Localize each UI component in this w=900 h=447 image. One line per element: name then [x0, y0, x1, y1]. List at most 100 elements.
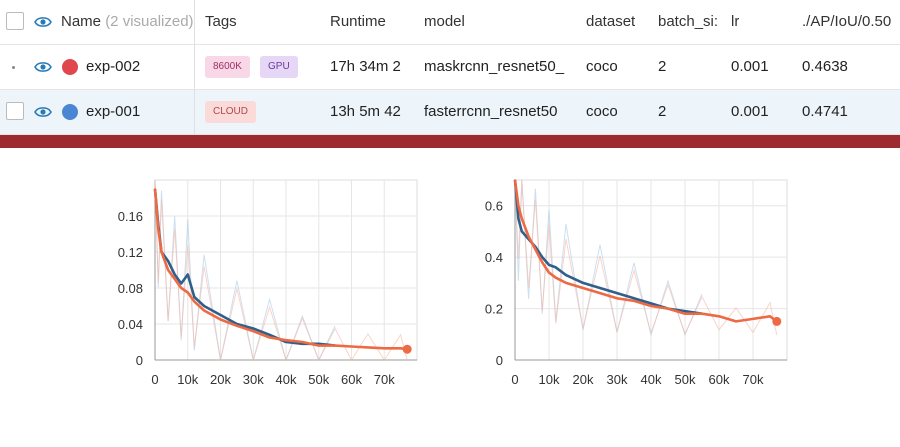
- x-tick-label: 30k: [607, 372, 628, 387]
- x-tick-label: 40k: [276, 372, 297, 387]
- batch-size-cell: 2: [658, 103, 667, 120]
- x-tick-label: 20k: [210, 372, 231, 387]
- series-line: [513, 179, 778, 323]
- x-tick-label: 60k: [709, 372, 730, 387]
- run-name[interactable]: exp-001: [86, 103, 141, 120]
- data-point: [350, 345, 353, 348]
- data-point: [180, 282, 182, 285]
- metric-cell: 0.4638: [802, 58, 848, 75]
- column-divider[interactable]: [194, 0, 195, 134]
- lr-cell: 0.001: [731, 103, 769, 120]
- name-column-header[interactable]: Name (2 visualized): [61, 0, 194, 44]
- y-tick-label: 0: [496, 353, 503, 368]
- data-point: [301, 341, 304, 343]
- table-header: Name (2 visualized) Tags Runtime model d…: [0, 0, 900, 45]
- run-color-dot[interactable]: [62, 59, 78, 75]
- data-point: [399, 347, 402, 350]
- data-point: [718, 315, 720, 318]
- data-point: [193, 296, 196, 298]
- data-point: [548, 271, 550, 274]
- data-point: [173, 273, 176, 276]
- data-point: [565, 282, 567, 284]
- select-all-checkbox[interactable]: [6, 12, 24, 30]
- data-point: [565, 274, 567, 276]
- x-tick-label: 70k: [374, 372, 395, 387]
- data-point: [616, 292, 618, 294]
- metric-column-header[interactable]: ./AP/IoU/0.50: [802, 13, 892, 30]
- data-point: [548, 264, 550, 266]
- lr-column-header[interactable]: lr: [731, 13, 740, 30]
- y-tick-label: 0.12: [118, 245, 143, 260]
- data-point: [534, 248, 537, 251]
- data-point: [219, 314, 222, 316]
- runtime-cell: 13h 5m 42: [330, 103, 401, 120]
- data-point: [334, 344, 336, 347]
- tag-badge[interactable]: CLOUD: [205, 101, 257, 123]
- data-point: [180, 287, 182, 289]
- data-point: [521, 230, 523, 233]
- data-point: [599, 292, 601, 294]
- x-tick-label: 70k: [743, 372, 764, 387]
- model-cell: maskrcnn_resnet50_: [424, 58, 565, 75]
- data-point: [193, 300, 196, 303]
- runs-table: Name (2 visualized) Tags Runtime model d…: [0, 0, 900, 135]
- data-point: [650, 305, 652, 307]
- tag-badge[interactable]: GPU: [260, 56, 298, 78]
- series-line: [153, 188, 408, 351]
- model-column-header[interactable]: model: [424, 13, 465, 30]
- data-point: [186, 273, 189, 276]
- section-divider-bar: [0, 135, 900, 148]
- batch-size-column-header[interactable]: batch_si:: [658, 13, 719, 30]
- model-cell: fasterrcnn_resnet50: [424, 103, 558, 120]
- data-point: [633, 300, 635, 302]
- row-handle[interactable]: [12, 66, 15, 69]
- metric-cell: 0.4741: [802, 103, 848, 120]
- dataset-column-header[interactable]: dataset: [586, 13, 636, 30]
- lr-cell: 0.001: [731, 58, 769, 75]
- data-point: [268, 334, 271, 336]
- run-name[interactable]: exp-002: [86, 58, 141, 75]
- data-point: [555, 276, 557, 279]
- y-tick-label: 0: [136, 353, 143, 368]
- x-tick-label: 10k: [177, 372, 198, 387]
- x-tick-label: 40k: [641, 372, 662, 387]
- x-tick-label: 10k: [539, 372, 560, 387]
- run-color-dot[interactable]: [62, 104, 78, 120]
- eye-icon[interactable]: [34, 60, 52, 74]
- tags-column-header[interactable]: Tags: [205, 13, 237, 30]
- data-point: [268, 336, 271, 339]
- row-checkbox[interactable]: [6, 102, 24, 120]
- data-point: [167, 260, 169, 262]
- data-point: [541, 261, 543, 264]
- eye-icon[interactable]: [34, 15, 52, 29]
- data-point: [236, 325, 238, 327]
- name-header-label: Name: [61, 13, 102, 30]
- eye-icon[interactable]: [34, 105, 52, 119]
- x-tick-label: 50k: [308, 372, 329, 387]
- data-point: [555, 266, 557, 269]
- x-tick-label: 50k: [675, 372, 696, 387]
- runtime-column-header[interactable]: Runtime: [330, 13, 386, 30]
- series-end-marker: [772, 316, 782, 326]
- x-tick-label: 0: [511, 372, 518, 387]
- data-point: [317, 344, 320, 347]
- x-tick-label: 20k: [573, 372, 594, 387]
- data-point: [517, 217, 520, 220]
- data-point: [650, 302, 652, 305]
- y-tick-label: 0.6: [485, 199, 503, 214]
- x-tick-label: 30k: [243, 372, 264, 387]
- tag-badge[interactable]: 8600K: [205, 56, 250, 78]
- data-point: [752, 318, 754, 320]
- data-point: [521, 217, 523, 220]
- table-row[interactable]: exp-001 CLOUD 13h 5m 42 fasterrcnn_resne…: [0, 90, 900, 135]
- data-point: [383, 347, 386, 350]
- data-point: [252, 327, 255, 330]
- data-point: [167, 269, 169, 271]
- data-point: [582, 282, 584, 284]
- data-point: [735, 320, 737, 323]
- dataset-cell: coco: [586, 58, 618, 75]
- data-point: [633, 297, 635, 300]
- table-row[interactable]: exp-002 8600K GPU 17h 34m 2 maskrcnn_res…: [0, 45, 900, 90]
- data-point: [157, 228, 160, 231]
- y-tick-label: 0.04: [118, 317, 143, 332]
